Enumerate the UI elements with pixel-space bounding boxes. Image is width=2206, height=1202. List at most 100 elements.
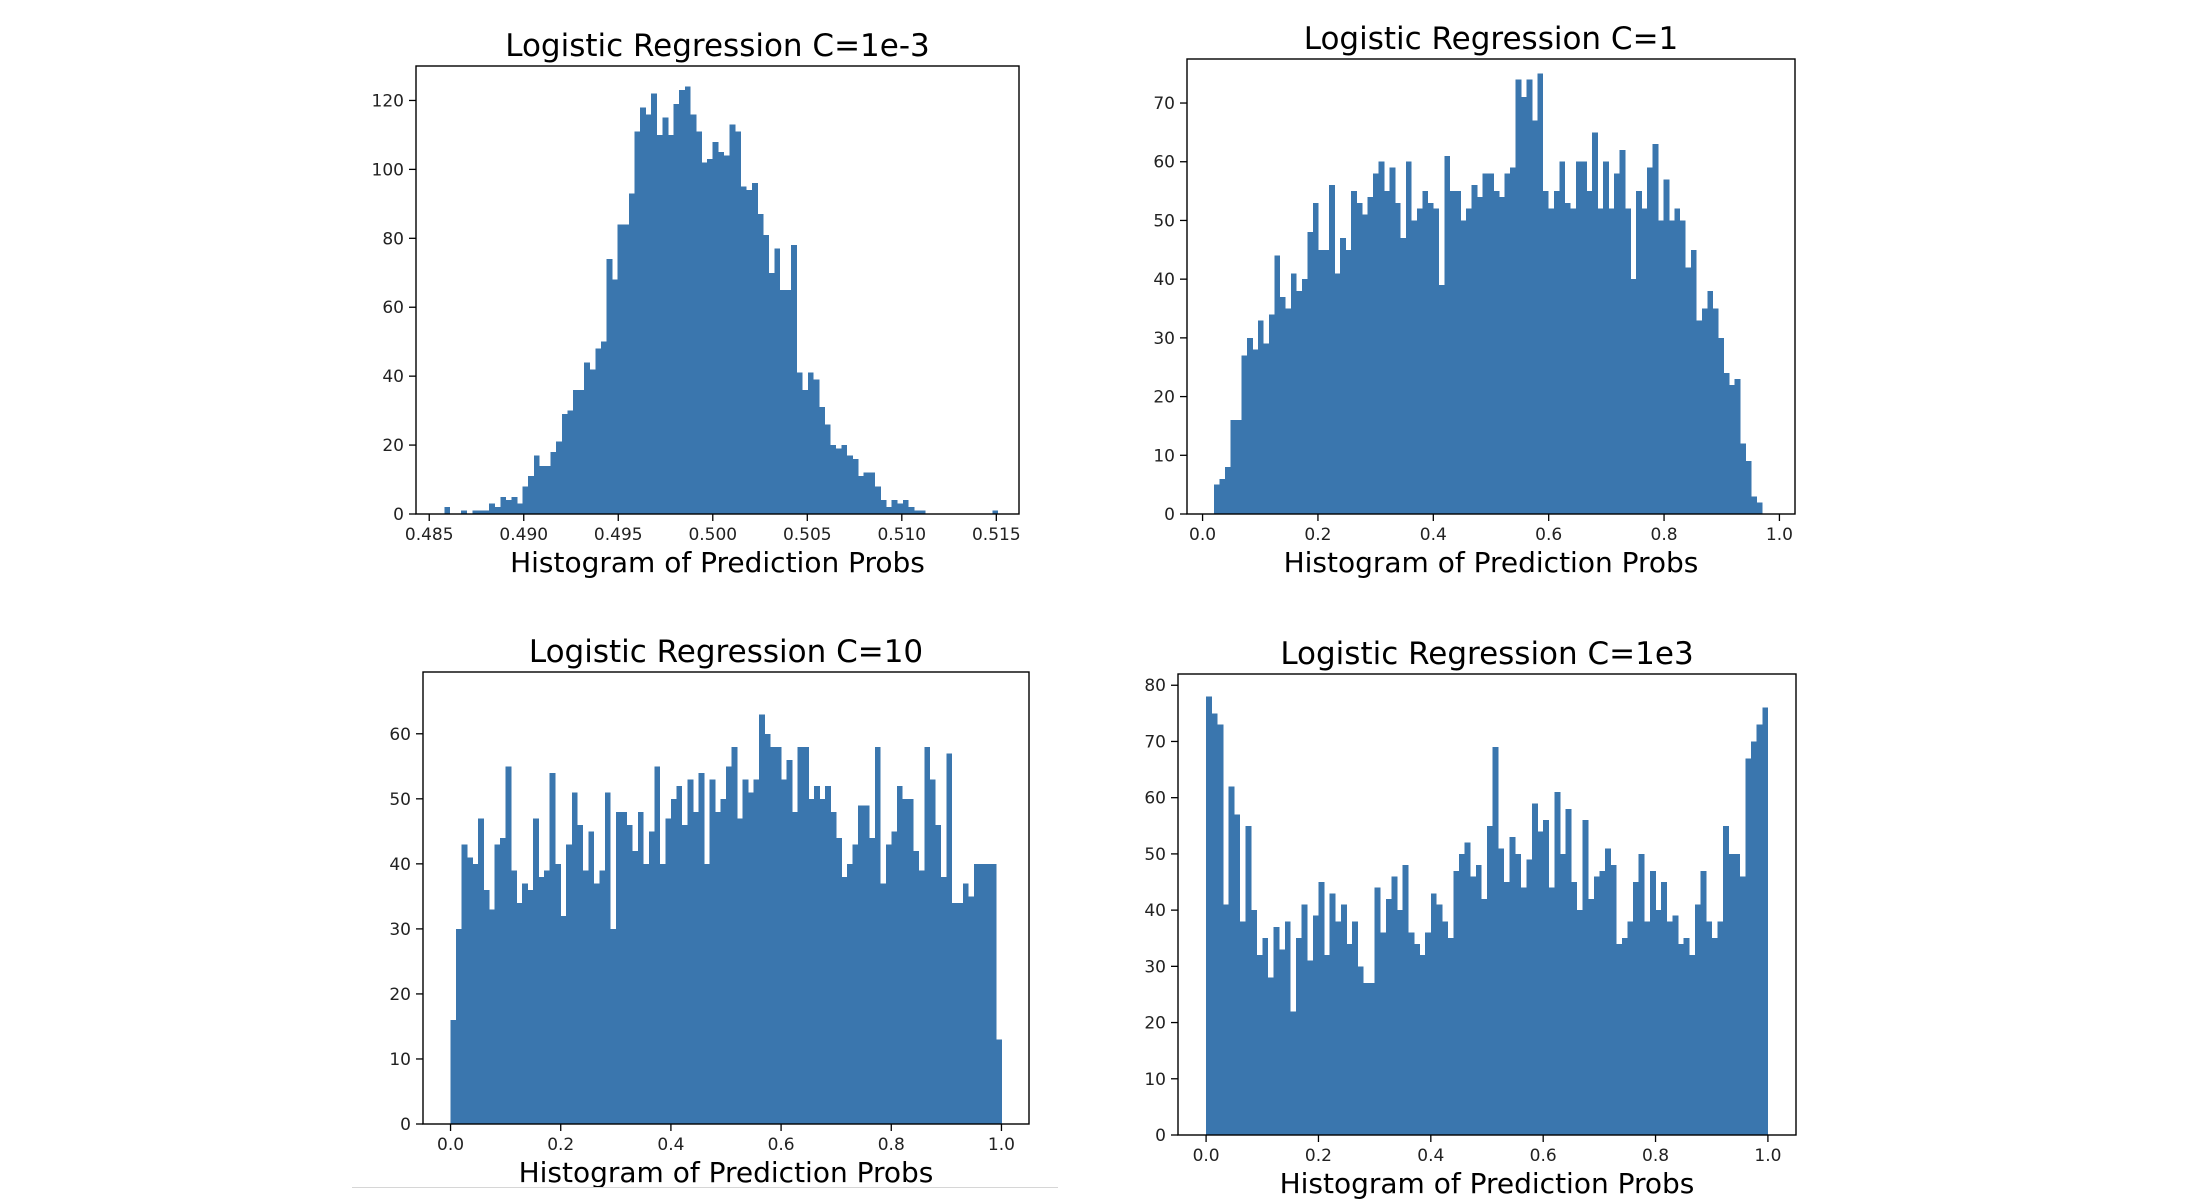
y-tick-label: 50 [1153, 211, 1175, 231]
x-tick-label: 0.4 [1420, 525, 1447, 545]
y-tick-label: 70 [1153, 94, 1175, 114]
histogram-bar [483, 510, 490, 514]
histogram-bar [1487, 825, 1493, 1135]
histogram-bar [1553, 191, 1560, 514]
histogram-bar [1252, 349, 1259, 514]
histogram-bar [1493, 191, 1500, 514]
histogram-bar [1537, 831, 1544, 1135]
histogram-bar [478, 818, 484, 1124]
histogram-bar [863, 805, 870, 1124]
histogram-bar [1267, 977, 1274, 1135]
histogram-bar [908, 507, 915, 514]
y-tick-label: 0 [1164, 505, 1175, 525]
histogram-bar [1236, 420, 1242, 514]
histogram-bar [1619, 150, 1626, 514]
histogram-bar [1295, 938, 1302, 1135]
histogram-bar [929, 779, 936, 1124]
histogram-bar [791, 245, 797, 514]
histogram-bar [863, 472, 870, 514]
histogram-bar [1666, 921, 1673, 1135]
histogram-bar [1433, 208, 1440, 514]
histogram-bar [1685, 267, 1692, 514]
histogram-bar [612, 279, 618, 514]
histogram-bar [1638, 853, 1645, 1135]
histogram-bar [461, 510, 468, 514]
histogram-bar [962, 883, 969, 1124]
x-tick-label: 0.505 [783, 525, 832, 545]
histogram-bar [1498, 848, 1505, 1135]
histogram-bar [1378, 161, 1385, 515]
y-axis-ticks: 0 10 20 30 40 50 60 [389, 725, 423, 1135]
histogram-bar [681, 824, 688, 1124]
histogram-bar [802, 389, 809, 514]
histogram-bar [494, 844, 501, 1124]
histogram-bar [1284, 921, 1291, 1135]
histogram-bar [1470, 876, 1477, 1135]
y-tick-label: 80 [1144, 676, 1166, 696]
histogram-bar [1413, 943, 1420, 1135]
histogram-bar [483, 889, 490, 1124]
histogram-bar [549, 772, 556, 1124]
histogram-bars [1214, 73, 1763, 515]
histogram-bar [626, 824, 633, 1124]
histogram-bar [1614, 173, 1620, 515]
histogram-bar [1756, 724, 1763, 1135]
plot-frame [1177, 673, 1797, 1136]
histogram-bars [1206, 696, 1769, 1135]
histogram-bar [869, 472, 876, 514]
histogram-bar [919, 510, 926, 514]
histogram-bar [990, 863, 997, 1124]
histogram-bar [924, 746, 931, 1124]
histogram-bar [1560, 853, 1566, 1135]
histogram-bar [1603, 161, 1609, 515]
histogram-bar [1234, 814, 1241, 1135]
histogram-bar [735, 131, 741, 515]
histogram-bar [1290, 1011, 1297, 1135]
histogram-bar [692, 811, 699, 1124]
histogram-bar [1627, 921, 1634, 1135]
histogram-bar [1751, 496, 1757, 514]
x-tick-label: 0.6 [1535, 525, 1562, 545]
y-tick-label: 40 [389, 855, 411, 875]
histogram-bar [1466, 208, 1472, 514]
histogram-bar [813, 379, 820, 514]
histogram-bar [1422, 191, 1429, 514]
histogram-bar [511, 496, 518, 514]
histogram-bar [1696, 320, 1703, 514]
histogram-bar [1621, 938, 1628, 1135]
histogram-bar [1712, 308, 1719, 514]
histogram-bar [718, 152, 725, 514]
histogram-bar [902, 500, 909, 514]
histogram-bar [1256, 955, 1263, 1135]
histogram-bar [615, 811, 622, 1124]
histogram-bar [1542, 191, 1549, 514]
histogram-bar [807, 372, 814, 514]
y-tick-label: 60 [382, 298, 404, 318]
histogram-bar [695, 131, 702, 515]
histogram-bar [1279, 296, 1286, 514]
x-tick-label: 0.8 [1642, 1146, 1669, 1166]
x-axis-ticks: 0.0 0.2 0.4 0.6 0.8 1.0 [1189, 514, 1793, 545]
histogram-bar [676, 785, 683, 1124]
histogram-bar [511, 870, 517, 1124]
x-axis-label: Histogram of Prediction Probs [519, 1156, 934, 1189]
histogram-bar [1492, 747, 1499, 1135]
histogram-bar [1592, 132, 1599, 514]
histogram-bar [1762, 707, 1769, 1135]
histogram-bar [1661, 882, 1668, 1135]
x-tick-label: 1.0 [1754, 1146, 1781, 1166]
y-tick-label: 50 [389, 790, 411, 810]
histogram-bar [1312, 915, 1319, 1135]
histogram-bar [1301, 279, 1308, 514]
histogram-bar [852, 844, 859, 1124]
x-tick-label: 0.6 [1530, 1146, 1557, 1166]
histogram-bar [1352, 921, 1359, 1135]
histogram-bar [707, 159, 714, 515]
histogram-bar [1729, 384, 1736, 514]
histogram-bar [814, 785, 820, 1124]
histogram-bar [1554, 792, 1561, 1135]
x-axis-ticks: 0.0 0.2 0.4 0.6 0.8 1.0 [437, 1124, 1015, 1155]
x-tick-label: 0.4 [1417, 1146, 1444, 1166]
histogram-bar [1219, 478, 1226, 514]
